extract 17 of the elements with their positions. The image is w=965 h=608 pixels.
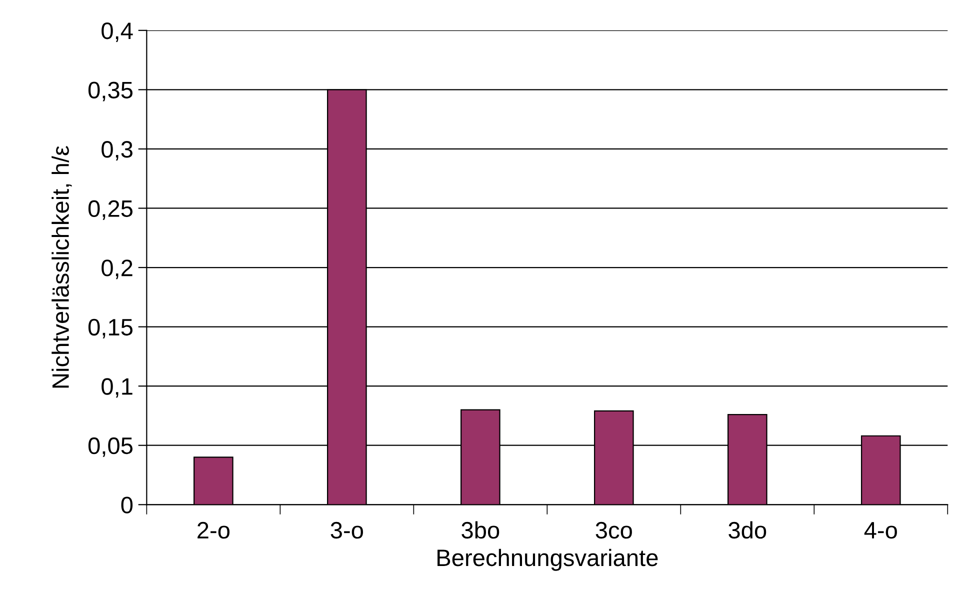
x-tick-label: 2-o	[198, 522, 230, 539]
y-tick-label: 0,35	[88, 82, 132, 102]
x-tick-label: 3-o	[330, 522, 363, 539]
x-axis-title: Berechnungsvariante	[438, 548, 658, 571]
y-tick-label: 0,2	[102, 260, 132, 280]
y-tick-label: 0,15	[88, 318, 132, 338]
x-tick-label: 3co	[596, 522, 632, 539]
y-axis-title: Nichtverlässlichkeit, h/ε	[52, 146, 72, 388]
x-tick-label: 4-o	[864, 522, 897, 539]
y-tick-label: 0	[121, 496, 133, 514]
y-tick-label: 0,25	[88, 200, 132, 220]
x-tick-label: 3do	[728, 521, 766, 539]
x-tick-label: 3bo	[462, 521, 500, 539]
y-tick-label: 0,3	[102, 141, 132, 161]
y-tick-label: 0,1	[102, 378, 132, 398]
y-tick-label: 0,4	[102, 22, 133, 42]
y-tick-label: 0,05	[88, 437, 132, 457]
